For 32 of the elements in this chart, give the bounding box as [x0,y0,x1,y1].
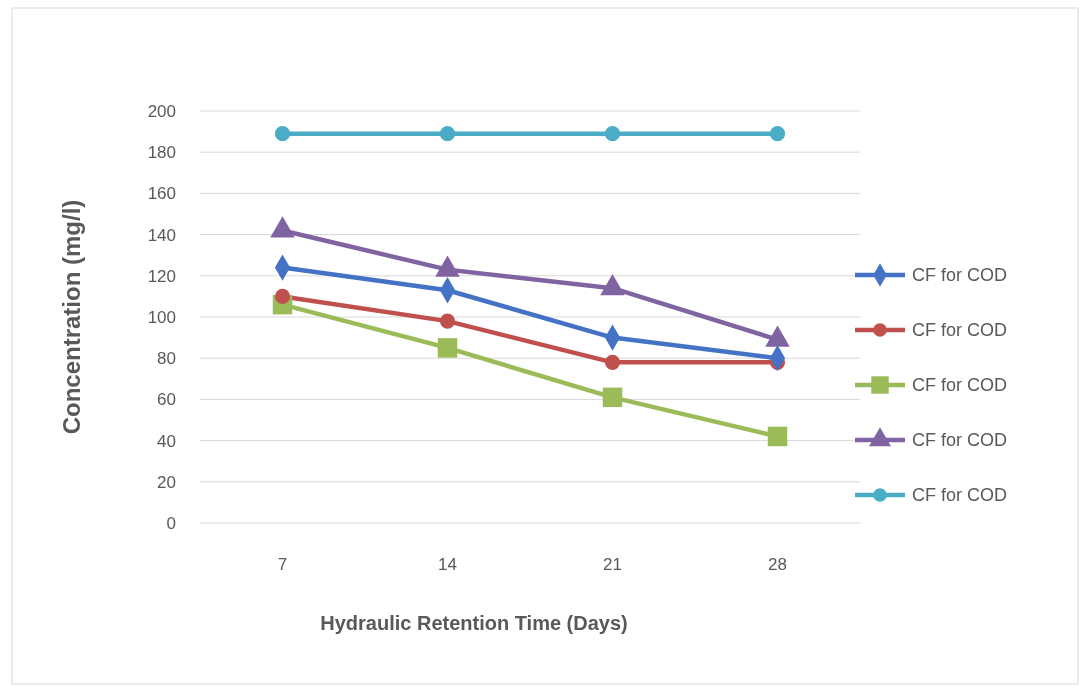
legend-label: CF for COD [912,375,1008,396]
legend-label: CF for COD [912,265,1008,286]
y-tick-label: 160 [147,184,176,204]
y-tick-label: 60 [157,390,176,410]
point [604,126,621,142]
point [769,126,786,142]
x-tick-label: 28 [768,555,787,574]
y-tick-label: 0 [166,513,176,533]
y-tick-label: 20 [157,472,176,492]
legend-label: CF for COD [912,320,1008,341]
y-axis-title: Concentration (mg/l) [58,199,85,435]
y-tick-label: 100 [147,307,176,327]
legend-label: CF for COD [912,430,1008,451]
point [602,387,623,408]
y-tick-label: 120 [147,266,176,286]
y-tick-label: 140 [147,225,176,245]
point [439,313,456,329]
point [439,126,456,142]
y-tick-label: 40 [157,431,176,451]
x-axis-title: Hydraulic Retention Time (Days) [320,612,628,634]
x-tick-label: 7 [277,555,288,574]
x-tick-label: 21 [603,555,622,574]
point [274,126,291,142]
legend-label: CF for COD [912,485,1008,506]
y-tick-label: 200 [147,101,176,121]
point [437,338,458,358]
y-tick-label: 80 [157,349,176,369]
point [274,288,291,304]
y-tick-label: 180 [147,143,176,163]
point [767,426,788,447]
x-tick-label: 14 [438,555,457,574]
point [604,354,621,370]
